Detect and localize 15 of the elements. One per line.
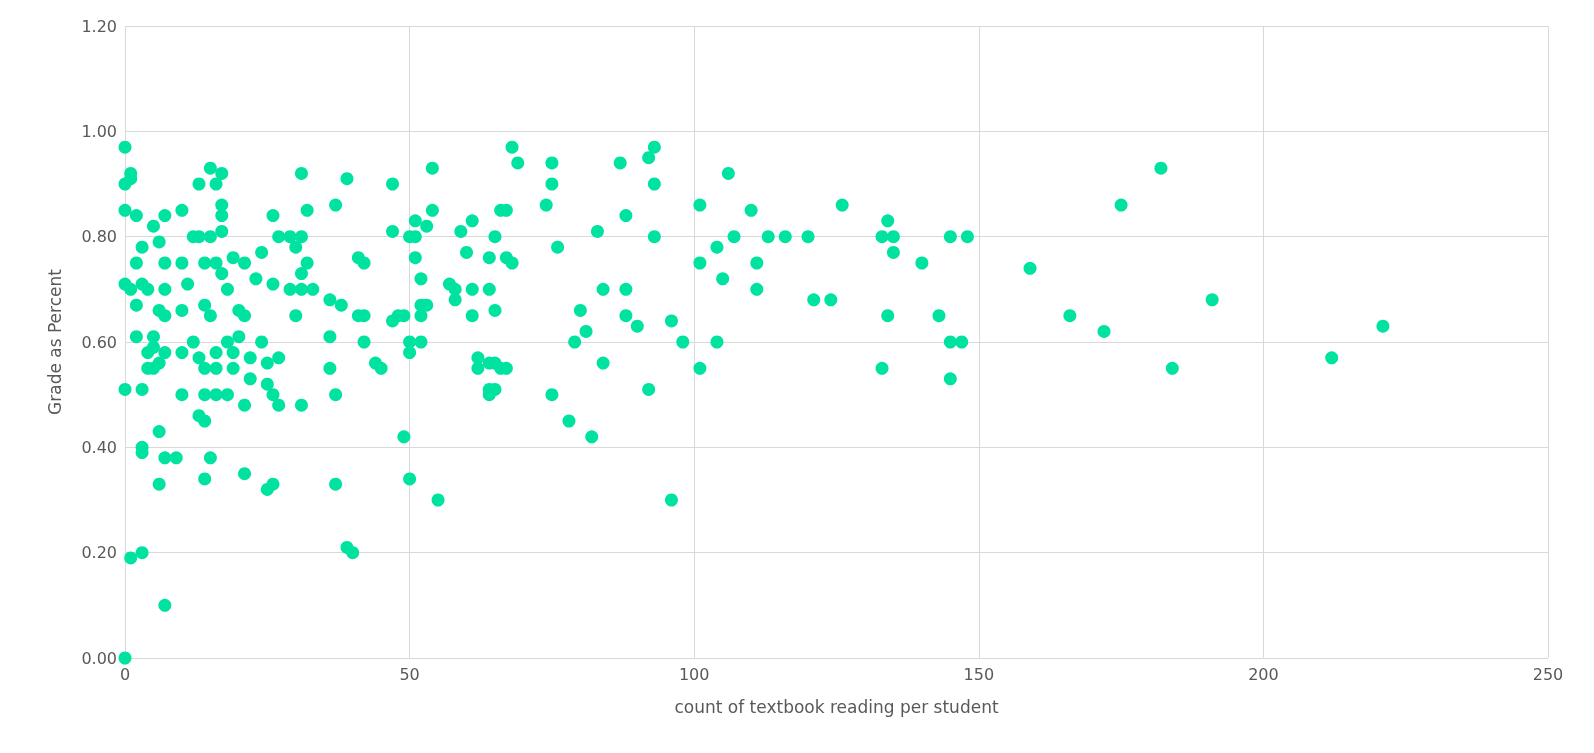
x-tick-label: 100 (678, 664, 710, 684)
x-tick-label: 250 (1532, 664, 1564, 684)
x-axis-title: count of textbook reading per student (674, 696, 999, 717)
x-tick-label: 50 (399, 664, 420, 684)
y-tick-label: 0.80 (81, 227, 117, 247)
x-tick-label: 200 (1248, 664, 1279, 684)
x-tick-label: 0 (119, 664, 131, 684)
y-tick-label: 0.00 (81, 648, 117, 668)
y-tick-label: 1.20 (81, 16, 117, 36)
y-tick-label: 0.20 (81, 543, 117, 563)
y-axis-title: Grade as Percent (44, 268, 65, 415)
y-tick-label: 0.60 (81, 332, 117, 352)
y-tick-label: 0.40 (81, 437, 117, 457)
y-tick-label: 1.00 (81, 121, 117, 141)
x-tick-label: 150 (963, 664, 995, 684)
